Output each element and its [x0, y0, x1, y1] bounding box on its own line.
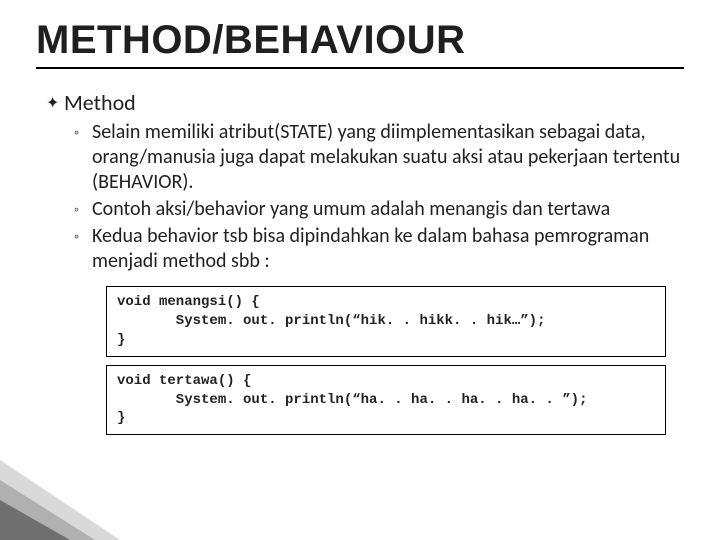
bullet-text: Contoh aksi/behavior yang umum adalah me… [92, 197, 610, 222]
bullet-icon: ✦ [46, 89, 64, 113]
heading-text: Method [64, 89, 136, 116]
corner-decor-icon [0, 450, 170, 540]
slide-title: METHOD/BEHAVIOUR [36, 18, 684, 69]
bullet-text: Selain memiliki atribut(STATE) yang diim… [92, 120, 684, 195]
heading-item: ✦ Method [46, 89, 684, 116]
bullet-icon: ◦ [74, 197, 92, 219]
slide-content: ✦ Method ◦ Selain memiliki atribut(STATE… [36, 71, 684, 435]
code-box-tertawa: void tertawa() { System. out. println(“h… [106, 365, 666, 436]
bullet-text: Kedua behavior tsb bisa dipindahkan ke d… [92, 224, 684, 274]
code-boxes: void menangsi() { System. out. println(“… [106, 286, 666, 435]
list-item: ◦ Selain memiliki atribut(STATE) yang di… [74, 120, 684, 195]
list-item: ◦ Contoh aksi/behavior yang umum adalah … [74, 197, 684, 222]
bullet-icon: ◦ [74, 120, 92, 142]
bullet-icon: ◦ [74, 224, 92, 246]
list-item: ◦ Kedua behavior tsb bisa dipindahkan ke… [74, 224, 684, 274]
code-box-menangis: void menangsi() { System. out. println(“… [106, 286, 666, 357]
